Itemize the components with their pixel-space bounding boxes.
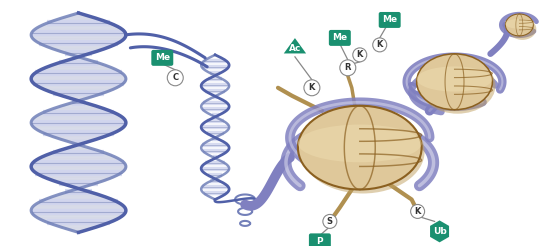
Circle shape — [373, 38, 387, 52]
Ellipse shape — [298, 106, 421, 189]
Text: P: P — [317, 237, 323, 246]
Text: Me: Me — [382, 16, 397, 24]
FancyBboxPatch shape — [309, 233, 331, 247]
Ellipse shape — [416, 54, 493, 110]
Text: Me: Me — [332, 33, 347, 42]
FancyBboxPatch shape — [329, 30, 351, 46]
Circle shape — [410, 205, 425, 218]
Text: K: K — [357, 50, 363, 59]
Text: S: S — [327, 217, 333, 226]
Ellipse shape — [298, 124, 421, 162]
FancyBboxPatch shape — [151, 50, 173, 66]
FancyBboxPatch shape — [379, 12, 401, 28]
Ellipse shape — [301, 110, 425, 193]
Ellipse shape — [505, 14, 533, 36]
Polygon shape — [430, 220, 449, 242]
Ellipse shape — [420, 58, 495, 114]
Ellipse shape — [505, 19, 533, 29]
Text: C: C — [172, 73, 178, 82]
Text: Ub: Ub — [433, 227, 447, 236]
Circle shape — [167, 70, 183, 86]
Text: R: R — [345, 63, 351, 72]
Text: Me: Me — [155, 53, 170, 62]
Circle shape — [340, 60, 356, 76]
Ellipse shape — [416, 66, 493, 92]
Text: K: K — [309, 83, 315, 92]
Circle shape — [353, 48, 367, 62]
Circle shape — [323, 214, 337, 228]
Text: K: K — [414, 207, 421, 216]
Text: Ac: Ac — [289, 44, 301, 53]
Text: K: K — [376, 40, 383, 49]
Circle shape — [304, 80, 320, 96]
Ellipse shape — [509, 18, 536, 40]
Polygon shape — [284, 38, 306, 53]
